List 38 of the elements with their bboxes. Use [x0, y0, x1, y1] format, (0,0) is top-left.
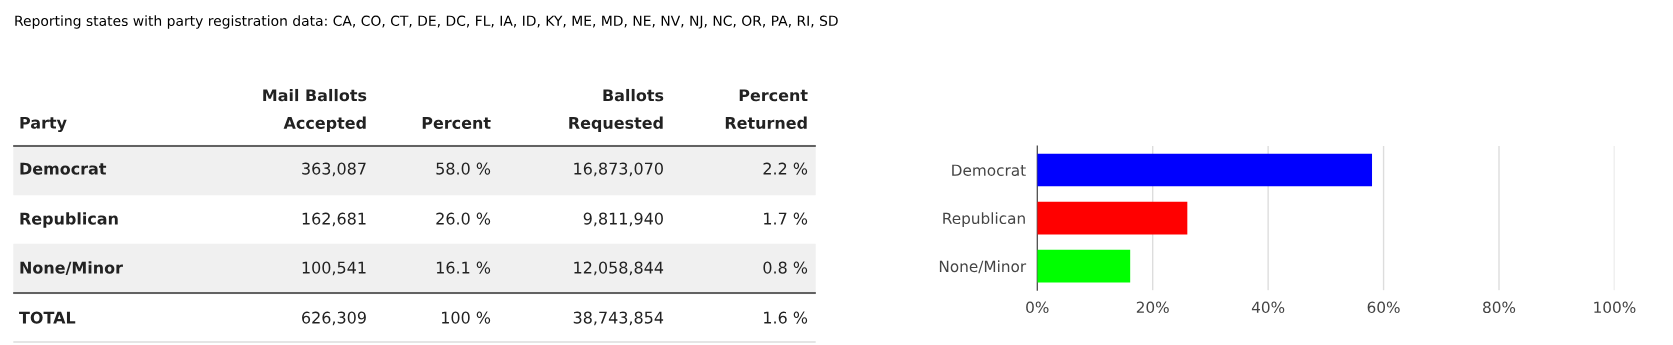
text: Ballots Requested: [569, 88, 664, 132]
bar: [1037, 249, 1131, 283]
y-tick-label: None/Minor: [939, 260, 1027, 274]
x-tick-label: 40%: [1251, 301, 1285, 314]
text: Mail Ballots Accepted: [263, 88, 367, 132]
text: 363,087: [302, 162, 366, 177]
text: 0.8 %: [763, 261, 808, 274]
text: Percent Returned: [725, 89, 808, 129]
text: 162,681: [302, 212, 366, 227]
y-tick-label: Democrat: [952, 164, 1026, 176]
text: 626,309: [302, 311, 366, 326]
text: 12,058,844: [574, 261, 664, 276]
bar: [1037, 153, 1373, 187]
text: 38,743,854: [573, 311, 664, 326]
text: Republican: [20, 212, 118, 228]
bar: [1037, 201, 1188, 235]
text: 58.0 %: [436, 162, 491, 175]
x-tick-label: 60%: [1367, 301, 1400, 314]
text: 100,541: [302, 261, 366, 276]
text: TOTAL: [19, 311, 76, 324]
text: Percent: [422, 117, 491, 129]
text: None/Minor: [20, 261, 123, 275]
x-tick-label: 80%: [1483, 301, 1516, 314]
x-tick-label: 0%: [1026, 301, 1049, 314]
text: 1.6 %: [764, 311, 808, 324]
text: 9,811,940: [583, 212, 663, 227]
text: 16,873,070: [574, 162, 663, 177]
text: Reporting states with party registration data: CA, CO, CT, DE, DC, FL, IA, ID, KY, ME, MD, NE, NV, NJ, NC, OR, PA, RI, SD: [15, 15, 838, 29]
text: Democrat: [20, 162, 107, 175]
text: 2.2 %: [763, 162, 808, 175]
x-tick-label: 100%: [1594, 301, 1636, 314]
y-tick-label: Republican: [943, 212, 1025, 228]
x-tick-label: 20%: [1136, 301, 1169, 314]
text: Party: [20, 116, 67, 132]
text: 16.1 %: [436, 261, 491, 274]
text: 100 %: [442, 311, 491, 324]
text: 26.0 %: [436, 212, 491, 225]
text: 1.7 %: [764, 212, 808, 225]
